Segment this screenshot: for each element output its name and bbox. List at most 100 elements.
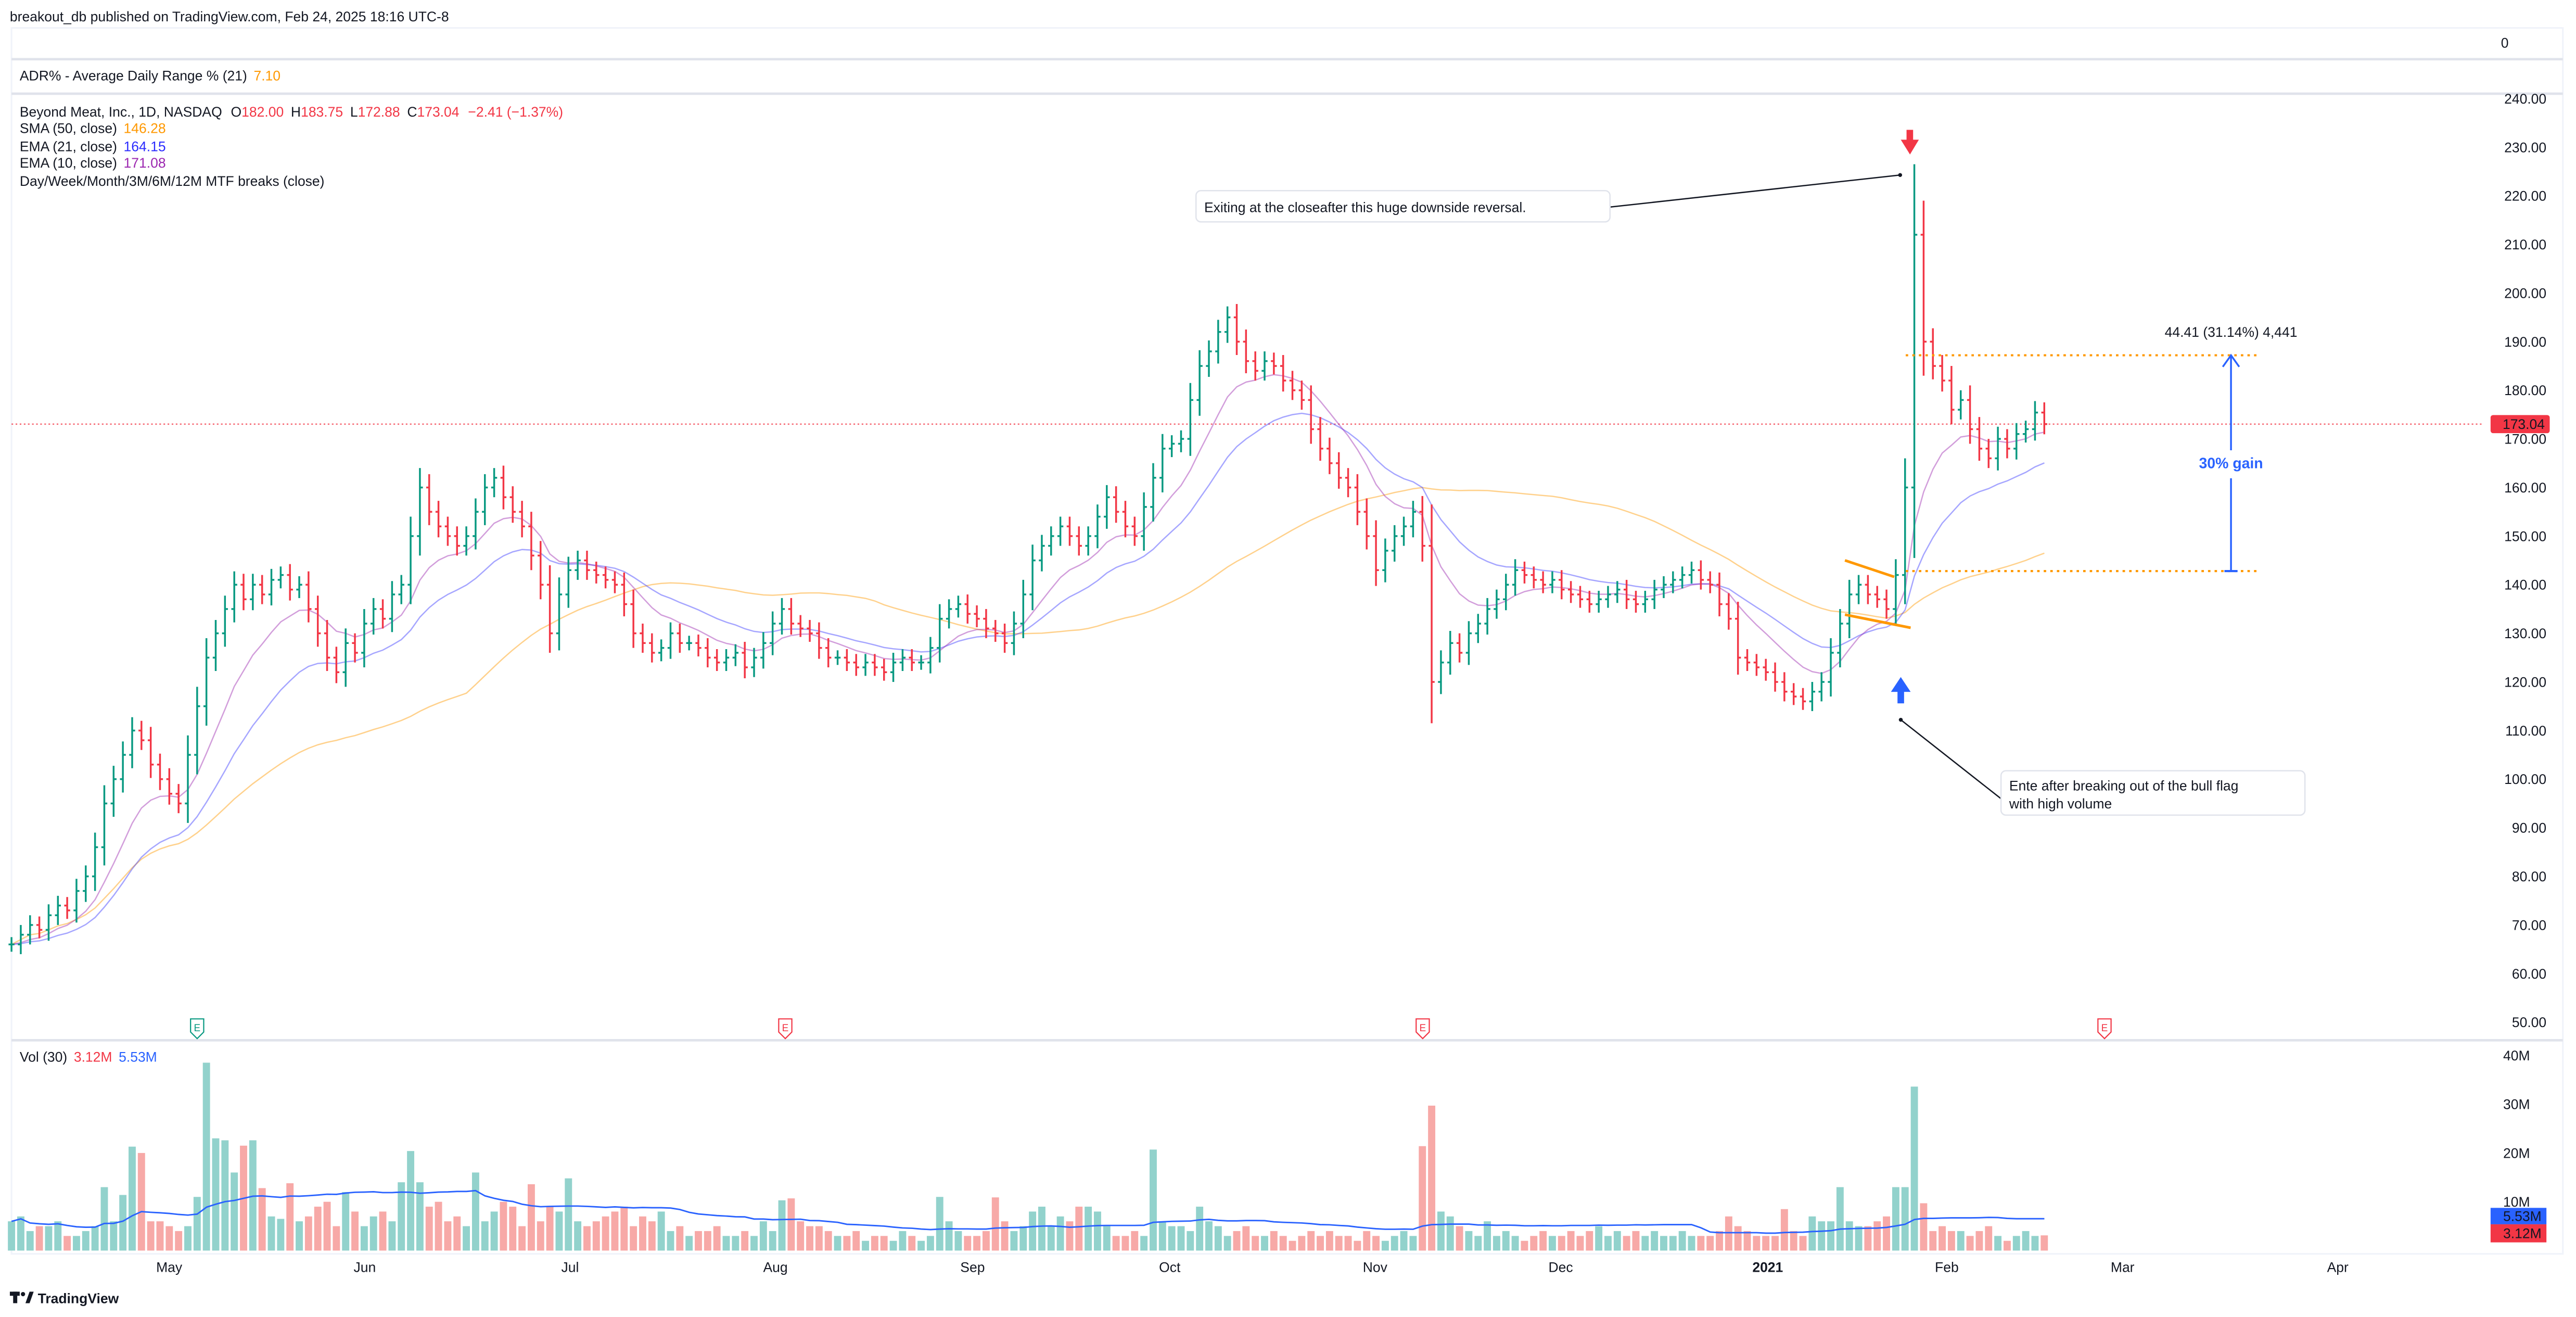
volume-bar (899, 1231, 907, 1251)
ohlc-bar (1168, 435, 1175, 458)
ohlc-bar (575, 550, 581, 580)
bull-flag-lower-line[interactable] (1844, 613, 1911, 629)
ohlc-bar (1363, 498, 1370, 550)
earnings-marker[interactable]: E (778, 1018, 793, 1040)
volume-bar (880, 1236, 888, 1251)
earnings-marker[interactable]: E (2097, 1018, 2112, 1040)
volume-bar (1864, 1226, 1872, 1251)
volume-bar (1632, 1231, 1640, 1251)
time-tick-label: Mar (2111, 1259, 2135, 1275)
ohlc-bar (1503, 574, 1509, 611)
volume-bar (1038, 1207, 1045, 1251)
time-axis[interactable]: May Jun Jul Aug Sep Oct Nov Dec 2021 Feb Mar Apr (156, 1259, 2349, 1275)
volume-bar (435, 1201, 442, 1251)
ohlc-bar (1661, 576, 1667, 598)
earnings-flag-icon (2097, 1018, 2112, 1040)
earnings-marker[interactable]: E (190, 1018, 205, 1040)
ohlc-bar (1104, 485, 1110, 529)
entry-callout[interactable]: Ente after breaking out of the bull flag… (2000, 770, 2306, 816)
tradingview-logo[interactable]: TradingView (9, 1290, 119, 1306)
ohlc-bar (2013, 423, 2020, 460)
ohlc-bar (1039, 535, 1045, 572)
sma50-legend[interactable]: SMA (50, close) 146.28 (20, 121, 166, 136)
ohlc-bar (1233, 303, 1240, 356)
volume-bar (304, 1216, 312, 1251)
ohlc-bar (565, 556, 571, 608)
ohlc-bar (1920, 200, 1927, 376)
earnings-label: E (2101, 1023, 2108, 1034)
adr-legend[interactable]: ADR% - Average Daily Range % (21) 7.10 (20, 68, 280, 84)
volume-bar (824, 1231, 832, 1251)
volume-bar (1521, 1240, 1528, 1251)
earnings-flag-icon (1415, 1018, 1430, 1040)
ohlc-bar (1642, 590, 1648, 613)
time-tick-label: 2021 (1752, 1259, 1783, 1275)
ohlc-bar (463, 526, 469, 556)
volume-bar (1354, 1240, 1361, 1251)
ohlc-bar (788, 598, 795, 635)
volume-bar (1242, 1226, 1250, 1251)
ohlc-bar (1271, 352, 1277, 375)
volume-bar (369, 1216, 377, 1251)
close-value: 173.04 (417, 104, 459, 120)
svg-text:Beyond Meat, Inc., 1D, NASDAQ: Beyond Meat, Inc., 1D, NASDAQ O182.00 H1… (20, 104, 563, 120)
volume-bar (444, 1221, 452, 1251)
ohlc-bar (519, 501, 525, 538)
volume-bar (129, 1146, 136, 1251)
volume-bar (1131, 1231, 1139, 1251)
measure-arrow[interactable] (2222, 353, 2240, 573)
volume-bar (1743, 1231, 1751, 1251)
price-axis[interactable]: 240.00 230.00 220.00 210.00 200.00 190.00 180.… (2490, 91, 2550, 1030)
open-value: 182.00 (241, 104, 284, 120)
volume-bar (1762, 1236, 1770, 1251)
ohlc-bar (1893, 559, 1899, 625)
volume-bar (119, 1195, 127, 1251)
volume-bar (1929, 1231, 1937, 1251)
bull-flag-upper-line[interactable] (1844, 559, 1895, 578)
volume-bar (26, 1231, 34, 1251)
ohlc-bar (305, 571, 312, 623)
symbol-legend[interactable]: Beyond Meat, Inc., 1D, NASDAQ O182.00 H1… (20, 104, 563, 189)
volume-bar (1465, 1231, 1473, 1251)
ema21-value: 164.15 (124, 138, 166, 154)
ohlc-bar (1308, 385, 1314, 444)
time-tick-label: Feb (1935, 1259, 1959, 1275)
volume-bar (1734, 1226, 1742, 1251)
volume-bar (8, 1221, 16, 1251)
ohlc-bar (1586, 590, 1592, 613)
volume-bar (1493, 1236, 1500, 1251)
ohlc-bar (500, 465, 507, 510)
ema21-legend[interactable]: EMA (21, close) 164.15 (20, 138, 166, 154)
volume-axis[interactable]: 40M 30M 20M 10M (2503, 1048, 2530, 1210)
earnings-flag-icon (190, 1018, 205, 1040)
entry-callout-anchor[interactable] (1898, 717, 1903, 722)
volume-bar (1103, 1226, 1111, 1251)
exit-callout[interactable]: Exiting at the closeafter this huge down… (1195, 189, 1611, 223)
ohlc-bar (732, 644, 739, 666)
volume-bar (342, 1192, 350, 1251)
adr-value: 7.10 (253, 68, 280, 84)
volume-bar (769, 1231, 776, 1251)
ema10-legend[interactable]: EMA (10, close) 171.08 (20, 155, 166, 171)
volume-legend[interactable]: Vol (30) 3.12M 5.53M (20, 1049, 157, 1065)
time-tick-label: Aug (763, 1259, 787, 1275)
ohlc-bar (1716, 572, 1723, 616)
earnings-marker[interactable]: E (1415, 1018, 1430, 1040)
volume-bar (351, 1211, 359, 1251)
ohlc-bar (1800, 688, 1806, 710)
volume-bar (657, 1211, 665, 1251)
mtf-legend[interactable]: Day/Week/Month/3M/6M/12M MTF breaks (clo… (20, 173, 325, 189)
earnings-flag-icon (778, 1018, 793, 1040)
ohlc-bar (872, 654, 878, 676)
price-tick-label: 140.00 (2504, 577, 2546, 593)
volume-bar (611, 1211, 619, 1251)
volume-bar (1688, 1236, 1695, 1251)
ohlc-bar (1094, 504, 1101, 549)
ohlc-bar (1057, 516, 1064, 546)
volume-bar (1233, 1231, 1241, 1251)
ohlc-bar (147, 727, 154, 778)
ohlc-bar (1400, 516, 1407, 546)
last-price-badge (2490, 415, 2550, 434)
exit-callout-anchor[interactable] (1898, 173, 1903, 178)
